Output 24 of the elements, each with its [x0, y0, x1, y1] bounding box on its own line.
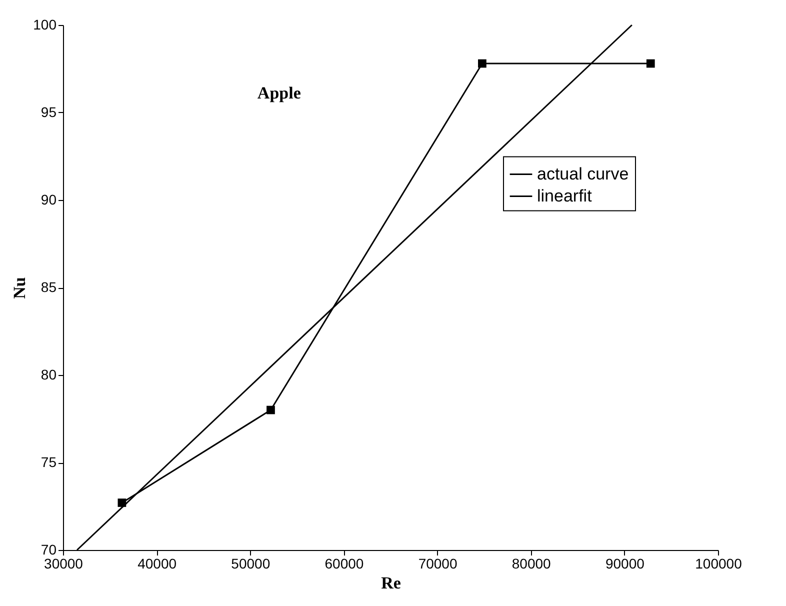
y-tick-label: 75: [40, 454, 57, 470]
y-tick-label: 100: [33, 16, 57, 32]
x-tick-label: 70000: [418, 556, 458, 572]
x-tick-label: 50000: [231, 556, 270, 572]
y-axis-title: Nu: [10, 277, 30, 299]
legend-label: actual curve: [537, 164, 629, 184]
y-tick-label: 90: [40, 192, 57, 208]
y-tick-label: 85: [40, 279, 57, 295]
x-tick-label: 90000: [605, 556, 645, 572]
y-tick-label: 70: [40, 542, 57, 558]
y-tick-label: 80: [40, 366, 57, 382]
x-tick-label: 100000: [695, 556, 742, 572]
x-tick-label: 80000: [512, 556, 552, 572]
x-tick-label: 40000: [138, 556, 177, 572]
text: Apple: [257, 83, 302, 102]
x-tick-label: 60000: [324, 556, 364, 572]
y-tick-label: 95: [40, 104, 57, 120]
point: [478, 59, 486, 68]
x-tick-label: 30000: [44, 556, 84, 572]
point: [266, 406, 275, 414]
point: [118, 498, 126, 507]
legend-label: linearfit: [537, 186, 592, 206]
point: [646, 59, 655, 68]
x-axis-title: Re: [381, 574, 402, 592]
